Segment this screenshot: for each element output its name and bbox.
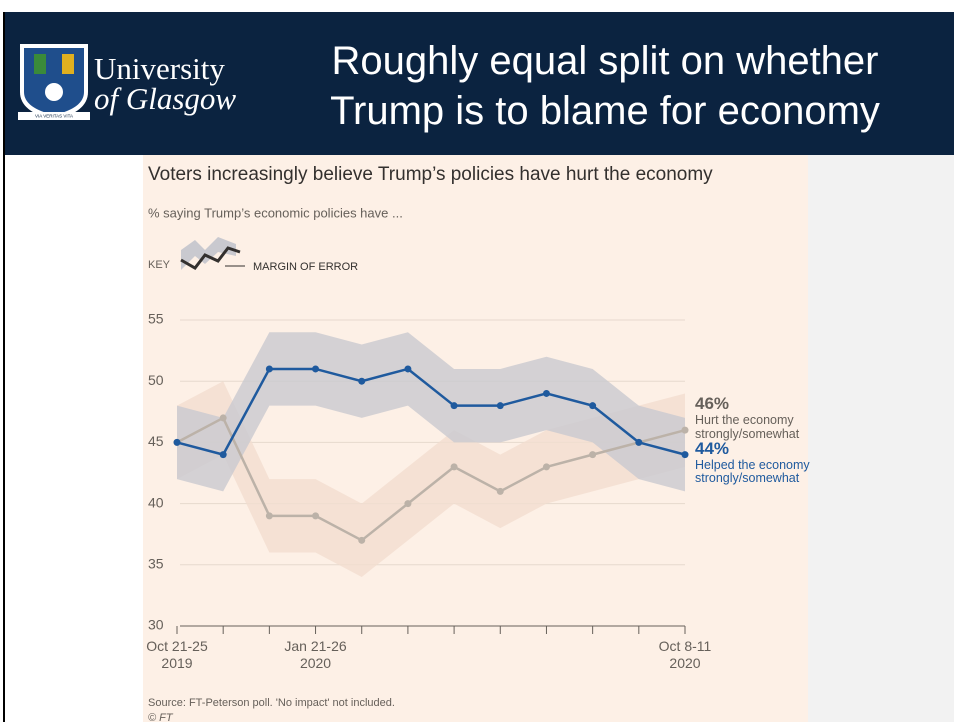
error-band xyxy=(177,332,685,492)
side-panel xyxy=(808,155,954,722)
point xyxy=(312,512,320,520)
legend-label: Helped the economy strongly/somewhat xyxy=(695,457,810,486)
point xyxy=(219,414,227,422)
point xyxy=(681,426,689,434)
point xyxy=(496,402,504,410)
point xyxy=(358,536,366,544)
point xyxy=(312,365,320,373)
y-tick-label: 30 xyxy=(148,617,164,633)
line xyxy=(176,367,686,457)
header-band xyxy=(4,12,954,155)
key-icon xyxy=(180,237,245,270)
line xyxy=(176,416,686,542)
point xyxy=(219,451,227,459)
point xyxy=(358,377,366,385)
x-tick-label: Jan 21-26 2020 xyxy=(284,638,347,671)
point xyxy=(265,365,273,373)
logo-text: University xyxy=(94,51,225,86)
slide-title: Roughly equal split on whether Trump is … xyxy=(330,39,880,133)
y-tick-label: 50 xyxy=(148,372,164,388)
logo-shield xyxy=(18,44,90,120)
x-tick-label: Oct 21-25 2019 xyxy=(146,638,208,671)
point xyxy=(404,365,412,373)
y-tick-label: 55 xyxy=(148,311,164,327)
point xyxy=(681,451,689,459)
point xyxy=(496,487,504,495)
point xyxy=(450,402,458,410)
value-label: 46% xyxy=(695,394,730,414)
point xyxy=(542,463,550,471)
y-tick-label: 40 xyxy=(148,494,164,510)
x-tick-label: Oct 8-11 2020 xyxy=(658,638,712,671)
point xyxy=(635,438,643,446)
point xyxy=(265,512,273,520)
source: Source: FT-Peterson poll. 'No impact' no… xyxy=(148,697,395,709)
chart-subtitle: % saying Trump’s economic policies have … xyxy=(148,205,403,220)
value-label: 44% xyxy=(695,438,730,458)
key-label: MARGIN OF ERROR xyxy=(253,261,358,273)
copyright: © FT xyxy=(148,712,174,722)
point xyxy=(589,402,597,410)
legend-label: Hurt the economy strongly/somewhat xyxy=(695,413,800,441)
point xyxy=(173,438,181,446)
chart-title: Voters increasingly believe Trump’s poli… xyxy=(148,164,713,185)
key-title: KEY xyxy=(148,259,171,271)
logo-motto: VIA VERITAS VITA xyxy=(35,114,73,119)
y-tick-label: 45 xyxy=(148,433,164,449)
point xyxy=(589,451,597,459)
point xyxy=(404,500,412,508)
logo-text: of Glasgow xyxy=(94,81,236,116)
point xyxy=(542,389,550,397)
y-tick-label: 35 xyxy=(148,556,164,572)
point xyxy=(450,463,458,471)
